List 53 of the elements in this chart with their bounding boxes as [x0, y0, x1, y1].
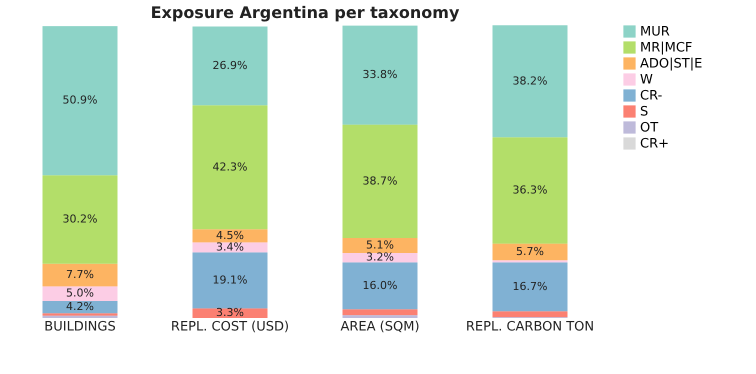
legend-label: W — [640, 72, 653, 88]
bar — [42, 26, 118, 176]
data-label: 33.8% — [362, 68, 398, 82]
data-label: 38.7% — [362, 174, 398, 188]
bar — [492, 311, 568, 318]
x-tick-label: AREA (SQM) — [340, 320, 420, 334]
bar — [342, 26, 418, 125]
legend-label: ADO|ST|E — [640, 56, 702, 72]
data-label: 4.5% — [216, 228, 244, 242]
legend-label: OT — [640, 120, 658, 136]
legend-label: CR- — [640, 88, 663, 104]
data-label: 5.1% — [366, 238, 394, 252]
bar — [42, 264, 118, 286]
bar — [342, 124, 418, 238]
data-label: 19.1% — [212, 273, 248, 286]
data-label: 3.4% — [216, 240, 244, 254]
bar — [42, 301, 118, 314]
bar — [492, 262, 568, 312]
bar — [492, 244, 568, 260]
data-label: 7.7% — [66, 268, 94, 282]
data-label: 5.7% — [516, 244, 544, 258]
data-label: 42.3% — [212, 160, 248, 174]
data-label: 16.0% — [362, 278, 398, 292]
bar — [192, 252, 268, 308]
chart-title: Exposure Argentina per taxonomy — [150, 3, 460, 22]
data-label: 5.0% — [66, 286, 94, 300]
bar — [192, 26, 268, 106]
data-label: 3.3% — [216, 306, 244, 320]
data-label: 3.2% — [366, 250, 394, 264]
bar — [342, 262, 418, 310]
bar — [42, 286, 118, 302]
data-label: 26.9% — [212, 58, 248, 72]
x-tick-label: REPL. CARBON TON — [466, 320, 594, 334]
x-tick-label: REPL. COST (USD) — [170, 320, 290, 334]
bar — [342, 315, 418, 318]
data-label: 50.9% — [62, 94, 98, 107]
data-label: 30.2% — [62, 212, 98, 226]
bar — [192, 229, 268, 242]
legend-label: CR+ — [640, 136, 670, 152]
bar — [492, 25, 568, 138]
bar — [342, 238, 418, 253]
data-label: 4.2% — [66, 300, 94, 314]
bar — [342, 309, 418, 316]
bar — [42, 175, 118, 264]
data-label: 16.7% — [512, 280, 548, 293]
x-tick-label: BUILDINGS — [44, 320, 116, 334]
legend-label: S — [640, 104, 648, 120]
bar — [492, 137, 568, 244]
data-label: 36.3% — [512, 183, 548, 196]
legend-label: MR|MCF — [640, 40, 692, 56]
data-label: 38.2% — [512, 74, 548, 88]
bar — [192, 105, 268, 230]
legend-label: MUR — [640, 24, 670, 40]
